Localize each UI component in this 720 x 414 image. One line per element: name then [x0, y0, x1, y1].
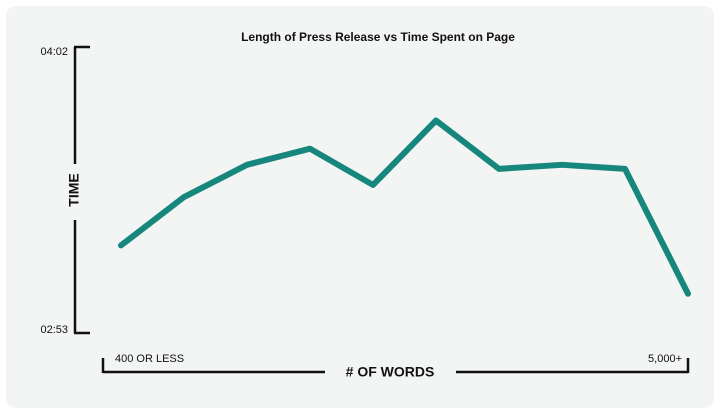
chart-title: Length of Press Release vs Time Spent on… [241, 30, 515, 44]
y-tick-label: 04:02 [40, 46, 68, 58]
y-tick-label: 02:53 [40, 324, 68, 336]
data-line [118, 117, 691, 297]
chart-background [6, 6, 714, 408]
y-axis-label: TIME [66, 173, 82, 206]
x-axis-label: # OF WORDS [346, 364, 435, 380]
x-tick-label: 5,000+ [648, 353, 682, 365]
x-tick-label: 400 OR LESS [115, 353, 184, 365]
